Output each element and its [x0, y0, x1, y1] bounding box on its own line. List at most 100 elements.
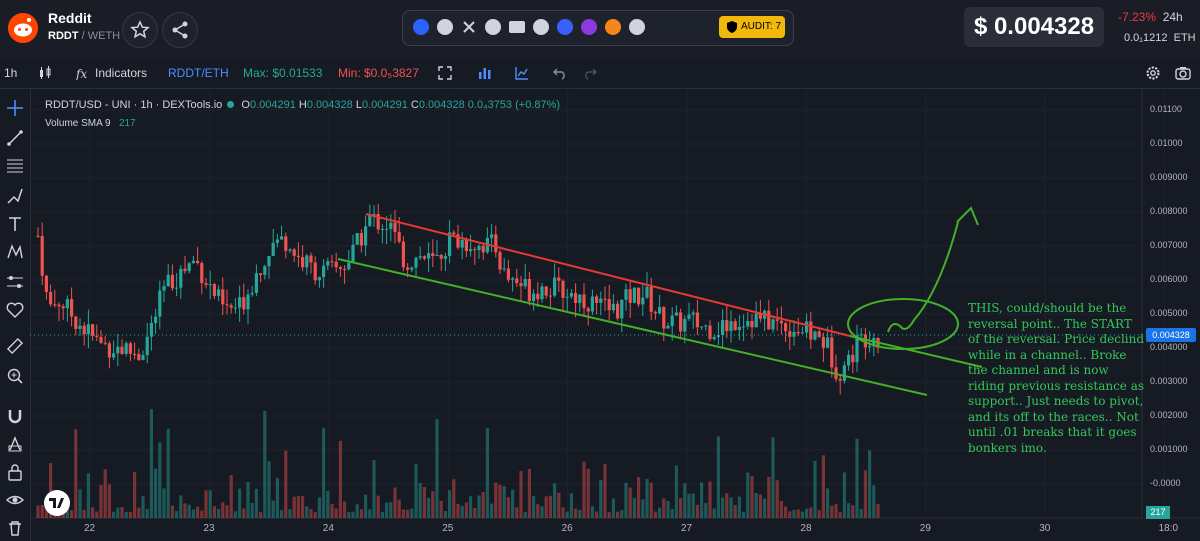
settings-gear-icon[interactable] — [1145, 65, 1161, 81]
fullscreen-icon[interactable] — [438, 66, 452, 80]
ruler-icon[interactable] — [6, 337, 24, 355]
volume-bar — [809, 507, 813, 518]
price-tick-label: 0.007000 — [1150, 240, 1188, 250]
candle-body — [586, 308, 590, 312]
volume-bar — [859, 508, 863, 518]
forecast-icon[interactable] — [6, 273, 24, 291]
chart-icon[interactable] — [413, 19, 429, 35]
redo-icon[interactable] — [583, 66, 597, 80]
candle-body — [427, 253, 431, 259]
candle-body — [666, 325, 670, 329]
magnet-icon[interactable] — [6, 407, 24, 425]
candle-body — [813, 331, 817, 340]
volume-bar — [57, 505, 61, 518]
pair-toggle[interactable]: RDDT/ETH — [168, 66, 229, 80]
candle-body — [292, 249, 296, 256]
share-button[interactable] — [162, 12, 198, 48]
volume-bar — [410, 508, 414, 518]
undo-icon[interactable] — [553, 66, 567, 80]
candle-body — [267, 255, 271, 267]
candle-body — [603, 298, 607, 300]
volume-bar — [99, 484, 103, 518]
volume-bar — [53, 498, 57, 518]
volume-bar — [506, 497, 510, 518]
x-icon[interactable] — [461, 19, 477, 35]
telegram-icon[interactable] — [485, 19, 501, 35]
candle-body — [347, 262, 351, 270]
change-value: -7.23% — [1118, 10, 1157, 24]
trendline-icon[interactable] — [6, 129, 24, 147]
text-tool-icon[interactable] — [6, 215, 24, 233]
crosshair-icon[interactable] — [6, 99, 24, 117]
volume-bar — [443, 511, 447, 518]
volume-legend-value: 217 — [118, 118, 136, 129]
pattern-icon[interactable] — [6, 243, 24, 261]
delete-icon[interactable] — [6, 519, 24, 537]
favorite-button[interactable] — [122, 12, 158, 48]
volume-bar — [750, 476, 754, 518]
indicators-button[interactable]: Indicators — [95, 66, 148, 80]
price-tick-label: 0.002000 — [1150, 410, 1188, 420]
candle-body — [40, 236, 44, 276]
brush-icon[interactable] — [6, 187, 24, 205]
volume-bar — [645, 478, 649, 518]
line-chart-icon[interactable] — [515, 66, 529, 80]
volume-bar — [330, 503, 334, 518]
candle-body — [435, 254, 439, 257]
volume-bar — [490, 503, 494, 518]
mail-icon[interactable] — [509, 21, 525, 33]
time-tick-label: 25 — [442, 523, 454, 534]
audit-badge[interactable]: AUDIT: 7 — [719, 16, 785, 38]
reddit-icon[interactable] — [533, 19, 549, 35]
volume-bar — [158, 442, 162, 518]
candle-body — [645, 286, 649, 298]
candle-body — [212, 284, 216, 296]
more-icon[interactable] — [629, 19, 645, 35]
volume-bar — [36, 505, 40, 518]
candle-body — [817, 331, 821, 337]
metamask-icon[interactable] — [605, 19, 621, 35]
legend-symbol[interactable]: RDDT/USD - UNI · 1h · DEXTools.io — [45, 99, 223, 111]
bar-chart-icon[interactable] — [478, 66, 492, 80]
volume-tag: 217 — [1146, 506, 1170, 519]
globe-icon[interactable] — [437, 19, 453, 35]
volume-bar — [309, 509, 313, 518]
volume-bar — [532, 496, 536, 518]
legend-open-label: O — [241, 99, 250, 111]
candle-body — [422, 256, 426, 259]
candle-body — [86, 324, 90, 335]
volume-bar — [767, 476, 771, 518]
coinmarketcap-icon[interactable] — [557, 19, 573, 35]
lock-drawings-icon[interactable] — [6, 435, 24, 453]
candle-body — [296, 255, 300, 258]
volume-bar — [431, 491, 435, 518]
candle-body — [120, 346, 124, 354]
fib-retracement-icon[interactable] — [6, 157, 24, 175]
chart-toolbar: 1h fx Indicators RDDT/ETH Max: $0.01533 … — [0, 58, 1200, 89]
candle-body — [532, 293, 536, 302]
zoom-in-icon[interactable] — [6, 367, 24, 385]
volume-bar — [595, 511, 599, 518]
volume-bar — [40, 504, 44, 518]
candle-body — [305, 255, 309, 268]
volume-legend-label[interactable]: Volume SMA 9 — [45, 118, 111, 129]
volume-bar — [481, 492, 485, 518]
lock-icon[interactable] — [6, 463, 24, 481]
volume-bar — [385, 502, 389, 518]
candle-body — [57, 304, 61, 307]
candle-body — [275, 239, 279, 243]
volume-bar — [666, 500, 670, 518]
volume-bar — [826, 488, 830, 518]
camera-icon[interactable] — [1175, 65, 1191, 81]
interval-selector[interactable]: 1h — [4, 66, 18, 80]
heart-icon[interactable] — [6, 301, 24, 319]
candle-type-icon[interactable] — [38, 66, 52, 80]
coingecko-icon[interactable] — [581, 19, 597, 35]
volume-bar — [271, 500, 275, 518]
candle-body — [851, 354, 855, 363]
volume-bar — [78, 489, 82, 518]
volume-bar — [746, 472, 750, 518]
volume-bar — [695, 504, 699, 518]
volume-bar — [95, 511, 99, 518]
eye-icon[interactable] — [6, 491, 24, 509]
